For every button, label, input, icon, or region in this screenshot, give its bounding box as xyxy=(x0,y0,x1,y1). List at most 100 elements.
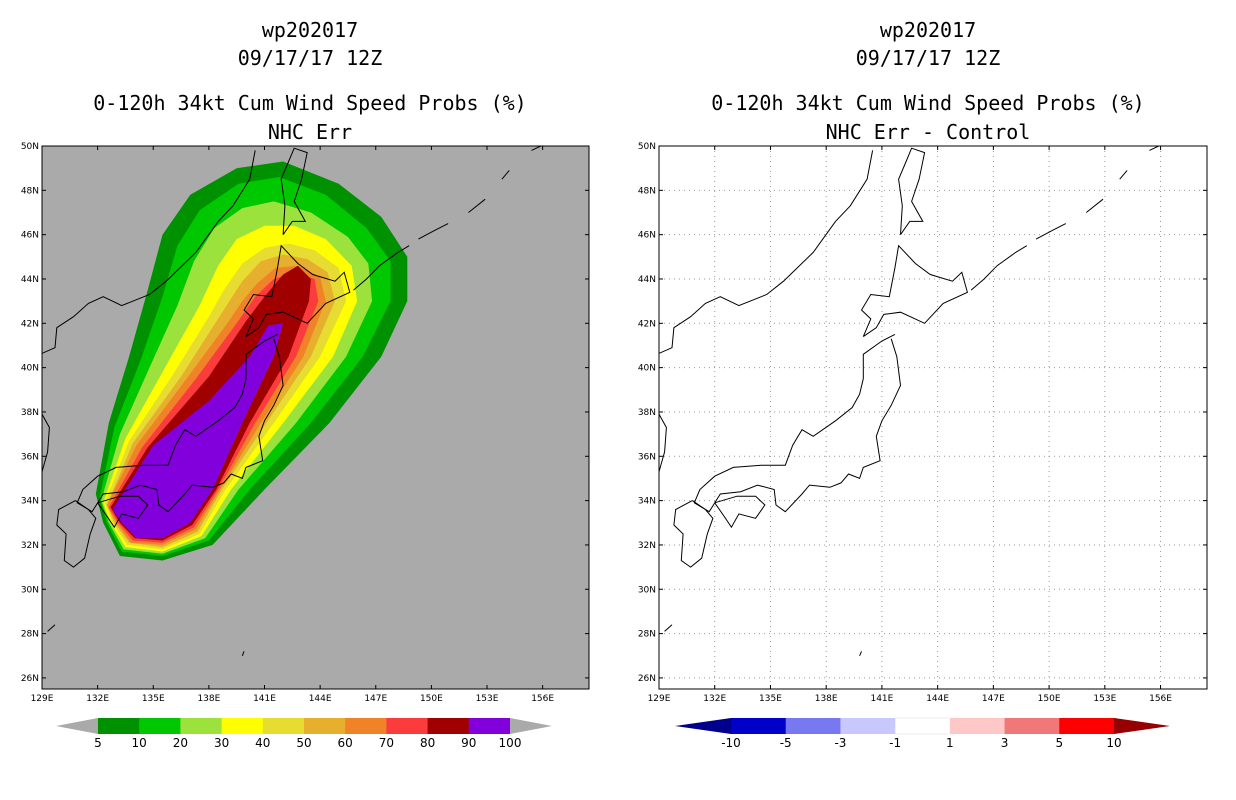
left-chart-title: 0-120h 34kt Cum Wind Speed Probs (%) xyxy=(93,91,527,115)
left-colorbar-label: 80 xyxy=(420,736,435,750)
left-colorbar-swatch xyxy=(386,718,429,734)
y-tick-label: 36N xyxy=(638,452,656,462)
right-map-background xyxy=(659,146,1207,689)
left-colorbar-label: 10 xyxy=(132,736,147,750)
coastline xyxy=(860,244,968,338)
coastline xyxy=(1149,146,1159,151)
y-tick-label: 30N xyxy=(21,585,39,595)
left-colorbar-label: 100 xyxy=(499,736,522,750)
coastline xyxy=(76,333,284,513)
y-tick-label: 40N xyxy=(21,364,39,374)
y-tick-label: 38N xyxy=(21,408,39,418)
x-tick-label: 144E xyxy=(926,694,949,704)
left-datetime: 09/17/17 12Z xyxy=(237,46,383,70)
coastline xyxy=(1035,223,1067,240)
y-tick-label: 40N xyxy=(638,364,656,374)
right-colorbar-label: 5 xyxy=(1055,736,1063,750)
y-tick-label: 28N xyxy=(21,630,39,640)
right-map-frame xyxy=(658,145,1208,690)
right-colorbar-left-end xyxy=(675,718,731,734)
x-tick-label: 147E xyxy=(982,694,1005,704)
left-colorbar-swatch xyxy=(345,718,387,734)
left-colorbar-swatch xyxy=(139,718,181,734)
left-chart-subtitle: NHC Err xyxy=(267,120,353,144)
right-chart-title: 0-120h 34kt Cum Wind Speed Probs (%) xyxy=(711,91,1145,115)
x-tick-label: 138E xyxy=(197,694,220,704)
y-tick-label: 28N xyxy=(638,630,656,640)
right-colorbar-swatch xyxy=(840,718,896,734)
left-colorbar-swatch xyxy=(180,718,223,734)
right-colorbar-label: -10 xyxy=(721,736,741,750)
y-tick-label: 42N xyxy=(638,319,656,329)
x-tick-label: 132E xyxy=(86,694,109,704)
right-colorbar-label: -1 xyxy=(889,736,901,750)
y-tick-label: 34N xyxy=(21,497,39,507)
y-tick-label: 32N xyxy=(21,541,39,551)
right-colorbar-swatch xyxy=(949,718,1006,734)
left-colorbar-label: 20 xyxy=(173,736,188,750)
coastline xyxy=(56,500,97,568)
left-map-content xyxy=(42,146,542,656)
left-colorbar-label: 30 xyxy=(214,736,229,750)
coastline xyxy=(1085,198,1104,213)
x-tick-label: 129E xyxy=(31,694,54,704)
coastline xyxy=(353,245,410,291)
coastline xyxy=(47,624,56,632)
left-colorbar-swatch xyxy=(221,718,264,734)
coastline xyxy=(468,198,486,213)
left-colorbar-swatch xyxy=(304,718,346,734)
coastline xyxy=(859,651,862,656)
x-tick-label: 141E xyxy=(253,694,276,704)
y-tick-label: 48N xyxy=(638,186,656,196)
y-tick-label: 46N xyxy=(638,231,656,241)
y-tick-label: 32N xyxy=(638,541,656,551)
left-colorbar-label: 70 xyxy=(379,736,394,750)
coastline xyxy=(531,146,542,151)
y-tick-label: 36N xyxy=(21,452,39,462)
coastline xyxy=(714,495,766,529)
right-colorbar-swatch xyxy=(894,717,951,735)
x-tick-label: 138E xyxy=(815,694,838,704)
left-colorbar-label: 40 xyxy=(255,736,270,750)
left-colorbar-swatch xyxy=(262,718,305,734)
coastline xyxy=(659,150,874,472)
coastline xyxy=(664,624,673,632)
x-tick-label: 153E xyxy=(476,694,499,704)
x-tick-label: 150E xyxy=(1038,694,1061,704)
coastline xyxy=(501,170,510,180)
x-tick-label: 150E xyxy=(420,694,443,704)
right-colorbar-label: 10 xyxy=(1106,736,1121,750)
y-tick-label: 38N xyxy=(638,408,656,418)
left-colorbar-left-end xyxy=(56,718,98,734)
right-colorbar-label: 3 xyxy=(1001,736,1009,750)
x-tick-label: 153E xyxy=(1093,694,1116,704)
right-storm-id: wp202017 xyxy=(879,18,977,42)
x-tick-label: 141E xyxy=(870,694,893,704)
y-tick-label: 50N xyxy=(21,142,39,152)
right-colorbar-swatch xyxy=(1059,718,1115,734)
y-tick-label: 34N xyxy=(638,497,656,507)
coastline xyxy=(898,147,926,235)
x-tick-label: 156E xyxy=(531,694,554,704)
right-map-panel: 129E 132E 135E 138E 141E 144E 147E 150E 153E 156E… xyxy=(638,142,1208,704)
right-colorbar-swatch xyxy=(785,718,841,734)
y-tick-label: 30N xyxy=(638,585,656,595)
y-tick-label: 26N xyxy=(638,674,656,684)
y-tick-label: 50N xyxy=(638,142,656,152)
y-tick-label: 44N xyxy=(21,275,39,285)
left-colorbar: 5 10 20 30 40 50 60 70 80 90 100 xyxy=(56,718,552,750)
coastline xyxy=(280,147,308,235)
right-colorbar-label: -3 xyxy=(834,736,846,750)
x-tick-label: 132E xyxy=(703,694,726,704)
right-colorbar: -10 -5 -3 -1 1 3 5 10 xyxy=(675,717,1170,750)
left-colorbar-swatch xyxy=(427,718,470,734)
right-colorbar-swatch xyxy=(1004,718,1060,734)
coastline xyxy=(243,244,351,338)
right-colorbar-label: 1 xyxy=(946,736,954,750)
left-colorbar-swatch xyxy=(98,718,140,734)
coastline xyxy=(970,245,1028,291)
left-map-frame xyxy=(41,145,590,690)
left-colorbar-label: 50 xyxy=(296,736,311,750)
right-chart-subtitle: NHC Err - Control xyxy=(825,120,1031,144)
